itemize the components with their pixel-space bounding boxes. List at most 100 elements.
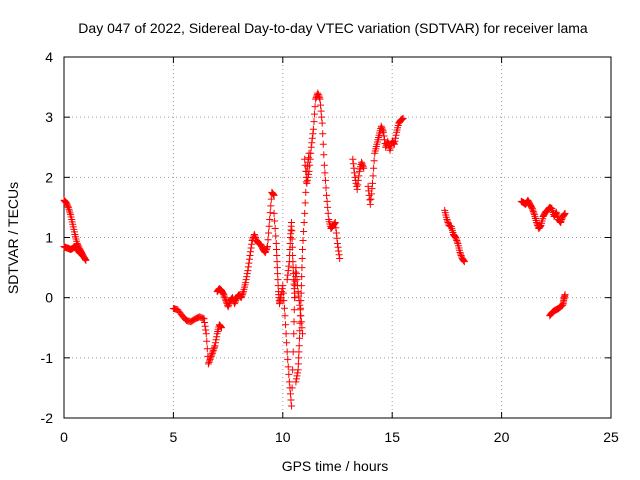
data-point-marker bbox=[536, 223, 544, 231]
data-point-marker bbox=[308, 139, 316, 147]
data-point-marker bbox=[304, 173, 312, 181]
data-point-marker bbox=[377, 122, 385, 130]
data-point-marker bbox=[378, 124, 386, 132]
data-point-marker bbox=[382, 143, 390, 151]
data-point-marker bbox=[285, 262, 293, 270]
data-point-marker bbox=[334, 240, 341, 248]
data-point-marker bbox=[456, 249, 464, 257]
data-point-marker bbox=[536, 222, 544, 230]
data-point-marker bbox=[530, 209, 538, 217]
data-point-marker bbox=[66, 209, 74, 217]
data-point-marker bbox=[317, 101, 325, 109]
data-point-marker bbox=[301, 199, 309, 207]
data-point-marker bbox=[78, 250, 86, 258]
data-point-marker bbox=[319, 140, 327, 148]
data-point-marker bbox=[263, 243, 271, 251]
data-point-marker bbox=[331, 218, 339, 226]
data-point-marker bbox=[533, 218, 541, 226]
data-point-marker bbox=[320, 151, 328, 159]
data-point-marker bbox=[315, 92, 323, 100]
data-point-marker bbox=[81, 255, 89, 263]
data-point-marker bbox=[353, 182, 361, 190]
data-point-marker bbox=[383, 139, 391, 147]
data-point-marker bbox=[334, 243, 342, 251]
data-point-marker bbox=[529, 206, 537, 214]
data-point-marker bbox=[358, 160, 366, 168]
data-point-marker bbox=[212, 336, 220, 344]
data-point-marker bbox=[298, 255, 306, 263]
data-point-marker bbox=[300, 218, 308, 226]
data-point-marker bbox=[202, 326, 210, 334]
data-point-marker bbox=[289, 264, 297, 272]
data-point-marker bbox=[206, 357, 214, 365]
data-point-marker bbox=[321, 169, 329, 177]
data-point-marker bbox=[350, 164, 358, 172]
data-point-marker bbox=[367, 190, 375, 198]
data-point-marker bbox=[203, 337, 211, 345]
data-point-marker bbox=[355, 172, 363, 180]
data-point-marker bbox=[64, 203, 72, 211]
data-point-marker bbox=[306, 155, 314, 163]
data-point-marker bbox=[283, 348, 291, 356]
data-point-marker bbox=[292, 378, 300, 386]
data-point-marker bbox=[65, 207, 73, 215]
data-point-marker bbox=[204, 360, 212, 368]
data-point-marker bbox=[280, 297, 288, 305]
data-point-marker bbox=[224, 303, 232, 311]
data-point-marker bbox=[231, 300, 239, 308]
data-point-marker bbox=[201, 318, 209, 326]
data-point-marker bbox=[553, 212, 561, 220]
data-point-marker bbox=[270, 209, 278, 217]
data-point-marker bbox=[284, 271, 292, 279]
data-point-marker bbox=[443, 217, 451, 225]
data-point-marker bbox=[298, 246, 306, 254]
data-point-marker bbox=[308, 134, 316, 142]
data-point-marker bbox=[317, 107, 325, 115]
data-point-marker bbox=[274, 276, 282, 284]
data-point-marker bbox=[289, 258, 297, 266]
data-point-marker bbox=[302, 188, 310, 196]
axis-ticks: 0 5 10 15 20 25 -2 -1 0 1 2 3 4 bbox=[41, 49, 619, 445]
data-point-marker bbox=[332, 224, 340, 232]
data-point-marker bbox=[212, 339, 220, 347]
data-point-marker bbox=[221, 294, 229, 302]
y-tick-label: 4 bbox=[45, 49, 53, 65]
data-point-marker bbox=[295, 354, 303, 362]
data-point-marker bbox=[247, 244, 255, 252]
data-point-marker bbox=[294, 369, 302, 377]
data-point-marker bbox=[314, 91, 322, 99]
data-point-marker bbox=[297, 289, 305, 297]
data-point-marker bbox=[239, 289, 247, 297]
data-point-marker bbox=[265, 222, 273, 230]
data-point-marker bbox=[561, 291, 569, 299]
data-point-marker bbox=[366, 196, 374, 204]
data-point-marker bbox=[318, 113, 326, 121]
data-point-marker bbox=[359, 163, 367, 171]
data-point-marker bbox=[200, 315, 208, 323]
x-tick-label: 20 bbox=[494, 429, 510, 445]
data-point-marker bbox=[553, 210, 561, 218]
data-point-marker bbox=[330, 220, 338, 228]
data-point-marker bbox=[207, 352, 215, 360]
data-point-marker bbox=[292, 375, 300, 383]
data-point-marker bbox=[322, 184, 330, 192]
data-point-marker bbox=[290, 306, 298, 314]
data-point-marker bbox=[318, 119, 326, 127]
data-point-marker bbox=[290, 318, 298, 326]
data-point-marker bbox=[316, 95, 324, 103]
data-point-marker bbox=[323, 197, 331, 205]
data-point-marker bbox=[295, 342, 303, 350]
data-point-marker bbox=[335, 247, 343, 255]
data-point-marker bbox=[353, 185, 361, 193]
data-point-marker bbox=[453, 237, 461, 245]
data-point-marker bbox=[225, 301, 233, 309]
y-tick-label: 0 bbox=[45, 290, 53, 306]
data-point-marker bbox=[558, 215, 566, 223]
data-point-marker bbox=[336, 255, 344, 263]
data-point-marker bbox=[265, 229, 273, 237]
data-point-marker bbox=[288, 227, 296, 235]
data-point-marker bbox=[289, 252, 297, 260]
data-point-marker bbox=[209, 348, 217, 356]
data-point-marker bbox=[324, 209, 332, 217]
y-tick-label: 1 bbox=[45, 230, 53, 246]
